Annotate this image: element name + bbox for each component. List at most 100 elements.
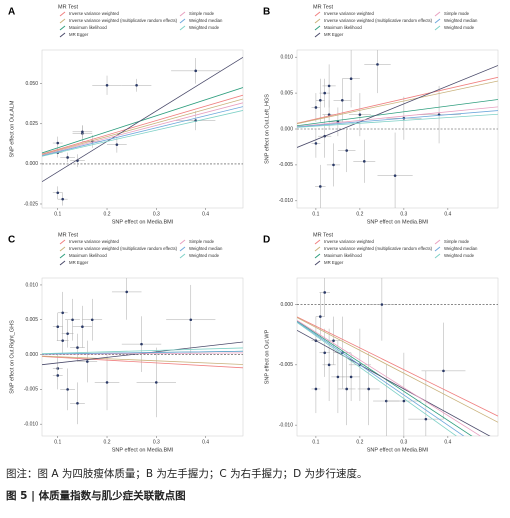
legend-title: MR Test xyxy=(313,232,334,238)
legend-swatch xyxy=(434,25,441,31)
snp-point xyxy=(332,339,335,343)
snp-point xyxy=(327,84,331,88)
mr-line xyxy=(42,110,243,157)
mr-line xyxy=(297,110,498,128)
legend-swatch xyxy=(434,253,441,259)
snp-point xyxy=(314,387,318,391)
snp-point xyxy=(105,83,109,87)
snp-point xyxy=(61,197,64,201)
legend-label: Weighted mode xyxy=(444,253,475,258)
snp-point xyxy=(345,149,349,152)
x-tick-label: 0.2 xyxy=(356,439,363,445)
legend-swatch xyxy=(59,11,66,17)
x-tick-label: 0.1 xyxy=(312,211,319,217)
panel-label: C xyxy=(8,235,15,246)
legend-label: Maximum likelihood xyxy=(324,253,362,258)
y-tick-label: -0.005 xyxy=(24,387,38,393)
panel-label: D xyxy=(263,235,270,246)
snp-point xyxy=(71,318,74,322)
mr-line xyxy=(297,76,498,124)
mr-line xyxy=(297,65,498,148)
legend-label: Inverse variance weighted xyxy=(69,11,120,16)
legend-swatch xyxy=(314,260,321,266)
snp-point xyxy=(61,311,64,315)
x-tick-label: 0.2 xyxy=(104,211,111,217)
legend-swatch xyxy=(59,253,66,259)
y-tick-label: -0.005 xyxy=(279,362,293,368)
legend-label: Weighted mode xyxy=(189,253,220,258)
legend-label: Inverse variance weighted (multiplicativ… xyxy=(324,18,433,23)
mr-line xyxy=(297,322,458,436)
snp-point xyxy=(86,360,89,363)
snp-point xyxy=(154,381,158,384)
legend-swatch xyxy=(314,25,321,31)
mr-line xyxy=(297,317,498,423)
y-tick-label: 0.050 xyxy=(25,81,38,87)
legend-label: Weighted median xyxy=(189,246,223,251)
mr-line xyxy=(42,352,243,355)
legend-swatch xyxy=(314,32,321,38)
legend-label: Inverse variance weighted xyxy=(69,239,120,244)
y-tick-label: -0.010 xyxy=(279,198,293,204)
snp-point xyxy=(81,130,84,134)
mr-line xyxy=(42,98,243,156)
y-tick-label: 0.000 xyxy=(25,352,38,358)
legend-label: Simple mode xyxy=(444,239,470,244)
legend-label: Weighted median xyxy=(189,18,223,23)
snp-point xyxy=(336,375,340,379)
legend-swatch xyxy=(314,253,321,259)
legend-swatch xyxy=(179,25,186,31)
x-tick-label: 0.1 xyxy=(312,439,319,445)
snp-point xyxy=(81,325,84,329)
snp-point xyxy=(345,387,349,391)
x-axis-label: SNP effect on Media.BMI xyxy=(112,219,174,225)
x-tick-label: 0.3 xyxy=(400,439,407,445)
legend-label: Weighted mode xyxy=(189,25,220,30)
snp-point xyxy=(125,290,129,294)
snp-point xyxy=(314,142,318,145)
y-tick-label: 0.000 xyxy=(25,161,38,167)
snp-point xyxy=(105,381,109,384)
legend-label: Weighted median xyxy=(444,246,478,251)
x-tick-label: 0.3 xyxy=(153,211,160,217)
legend-swatch xyxy=(59,18,66,24)
snp-point xyxy=(56,374,60,377)
y-tick-label: 0.010 xyxy=(25,282,38,288)
legend-swatch xyxy=(314,246,321,252)
y-tick-label: -0.005 xyxy=(279,162,293,168)
legend-label: Inverse variance weighted (multiplicativ… xyxy=(69,18,178,23)
snp-point xyxy=(376,63,379,66)
snp-point xyxy=(341,98,344,102)
legend-label: Maximum likelihood xyxy=(324,25,362,30)
y-tick-label: 0.010 xyxy=(280,55,293,61)
snp-point xyxy=(393,174,397,177)
snp-point xyxy=(189,318,193,322)
legend-swatch xyxy=(179,246,186,252)
x-tick-label: 0.4 xyxy=(202,211,209,217)
legend-label: MR Egger xyxy=(69,260,89,265)
mr-line xyxy=(42,102,243,156)
snp-point xyxy=(424,417,428,421)
legend-swatch xyxy=(434,11,441,17)
y-tick-label: -0.010 xyxy=(24,421,38,427)
snp-point xyxy=(319,98,322,102)
snp-point xyxy=(358,113,362,116)
legend-swatch xyxy=(179,18,186,24)
legend-label: Inverse variance weighted xyxy=(324,11,375,16)
plot-background xyxy=(296,277,499,437)
legend-swatch xyxy=(59,239,66,245)
legend-label: Simple mode xyxy=(444,11,470,16)
legend-label: MR Egger xyxy=(69,32,89,37)
y-tick-label: 0.005 xyxy=(280,90,293,96)
x-tick-label: 0.2 xyxy=(356,211,363,217)
x-axis-label: SNP effect on Media.BMI xyxy=(367,447,429,453)
y-tick-label: 0.005 xyxy=(25,317,38,323)
snp-point xyxy=(66,332,69,335)
plot-area xyxy=(297,278,498,436)
mr-line xyxy=(42,356,243,369)
y-axis-label: SNP effect on Out.Right_GHS xyxy=(9,320,15,394)
snp-point xyxy=(349,77,353,81)
